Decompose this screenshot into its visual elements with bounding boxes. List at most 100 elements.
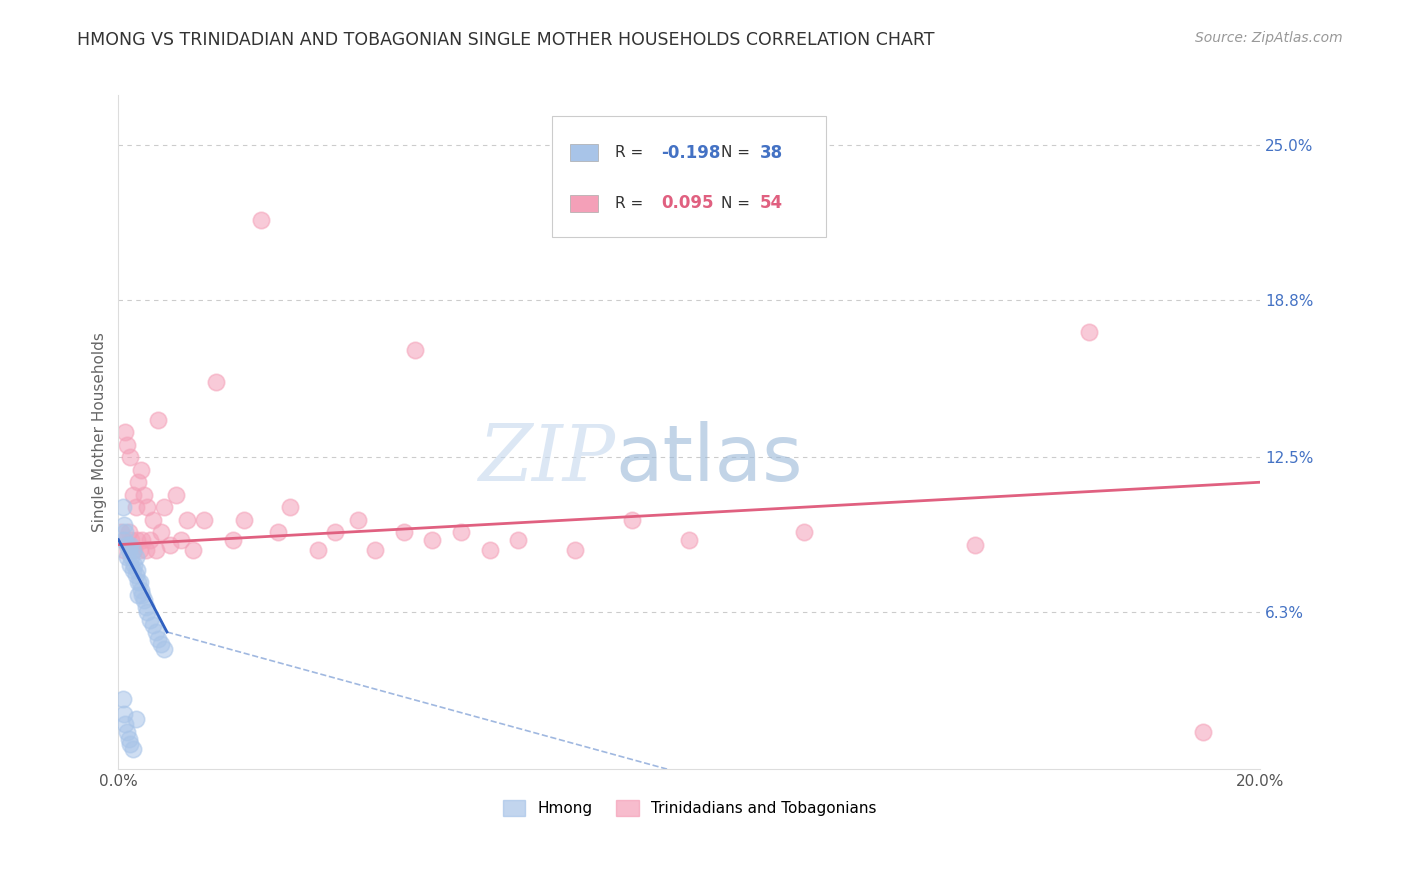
- Point: [114, 425, 136, 440]
- Point: [135, 542, 157, 557]
- Text: R =: R =: [616, 145, 648, 160]
- Point: [621, 513, 644, 527]
- Point: [193, 513, 215, 527]
- Point: [135, 600, 157, 615]
- Bar: [569, 194, 598, 211]
- Point: [450, 525, 472, 540]
- Point: [963, 538, 986, 552]
- Point: [422, 533, 444, 547]
- Text: N =: N =: [721, 195, 755, 211]
- Point: [148, 413, 170, 427]
- Point: [145, 625, 167, 640]
- Point: [111, 533, 134, 547]
- Point: [176, 513, 198, 527]
- Point: [129, 575, 152, 590]
- Point: [124, 550, 146, 565]
- Point: [121, 488, 143, 502]
- Text: 54: 54: [761, 194, 783, 212]
- Point: [136, 500, 159, 515]
- Point: [129, 582, 152, 597]
- Point: [250, 213, 273, 227]
- Point: [150, 525, 173, 540]
- Point: [170, 533, 193, 547]
- Point: [112, 533, 135, 547]
- Point: [1192, 724, 1215, 739]
- Point: [110, 525, 132, 540]
- Point: [114, 525, 136, 540]
- Point: [347, 513, 370, 527]
- Point: [181, 542, 204, 557]
- Bar: [569, 145, 598, 161]
- Point: [564, 542, 586, 557]
- Point: [139, 613, 162, 627]
- Point: [131, 533, 153, 547]
- Point: [115, 550, 138, 565]
- Point: [139, 533, 162, 547]
- Point: [112, 517, 135, 532]
- Point: [118, 538, 141, 552]
- Point: [131, 588, 153, 602]
- Y-axis label: Single Mother Households: Single Mother Households: [93, 333, 107, 533]
- Point: [115, 724, 138, 739]
- Point: [111, 692, 134, 706]
- Point: [114, 717, 136, 731]
- Point: [115, 438, 138, 452]
- Point: [120, 550, 142, 565]
- Legend: Hmong, Trinidadians and Tobagonians: Hmong, Trinidadians and Tobagonians: [496, 794, 883, 822]
- Point: [124, 712, 146, 726]
- Point: [121, 742, 143, 756]
- Point: [124, 558, 146, 572]
- Text: R =: R =: [616, 195, 648, 211]
- Point: [112, 542, 135, 557]
- Point: [124, 500, 146, 515]
- FancyBboxPatch shape: [553, 115, 827, 236]
- Text: atlas: atlas: [616, 421, 803, 497]
- Point: [153, 500, 176, 515]
- Point: [121, 563, 143, 577]
- Point: [112, 707, 135, 722]
- Point: [129, 463, 152, 477]
- Point: [508, 533, 530, 547]
- Point: [136, 605, 159, 619]
- Text: 0.095: 0.095: [661, 194, 713, 212]
- Point: [120, 533, 142, 547]
- Point: [111, 500, 134, 515]
- Point: [125, 563, 148, 577]
- Point: [124, 542, 146, 557]
- Point: [267, 525, 290, 540]
- Text: Source: ZipAtlas.com: Source: ZipAtlas.com: [1195, 31, 1343, 45]
- Point: [118, 450, 141, 465]
- Point: [134, 592, 156, 607]
- Point: [125, 533, 148, 547]
- Text: 38: 38: [761, 144, 783, 161]
- Text: -0.198: -0.198: [661, 144, 720, 161]
- Point: [392, 525, 415, 540]
- Point: [134, 488, 156, 502]
- Point: [115, 538, 138, 552]
- Point: [150, 638, 173, 652]
- Point: [121, 542, 143, 557]
- Point: [307, 542, 329, 557]
- Point: [404, 343, 426, 357]
- Text: N =: N =: [721, 145, 755, 160]
- Text: HMONG VS TRINIDADIAN AND TOBAGONIAN SINGLE MOTHER HOUSEHOLDS CORRELATION CHART: HMONG VS TRINIDADIAN AND TOBAGONIAN SING…: [77, 31, 935, 49]
- Point: [148, 632, 170, 647]
- Point: [325, 525, 347, 540]
- Point: [364, 542, 387, 557]
- Point: [278, 500, 301, 515]
- Point: [124, 567, 146, 582]
- Text: ZIP: ZIP: [478, 421, 616, 498]
- Point: [145, 542, 167, 557]
- Point: [118, 737, 141, 751]
- Point: [127, 475, 149, 490]
- Point: [204, 376, 226, 390]
- Point: [118, 732, 141, 747]
- Point: [793, 525, 815, 540]
- Point: [159, 538, 181, 552]
- Point: [118, 558, 141, 572]
- Point: [118, 525, 141, 540]
- Point: [153, 642, 176, 657]
- Point: [142, 513, 165, 527]
- Point: [129, 542, 152, 557]
- Point: [221, 533, 243, 547]
